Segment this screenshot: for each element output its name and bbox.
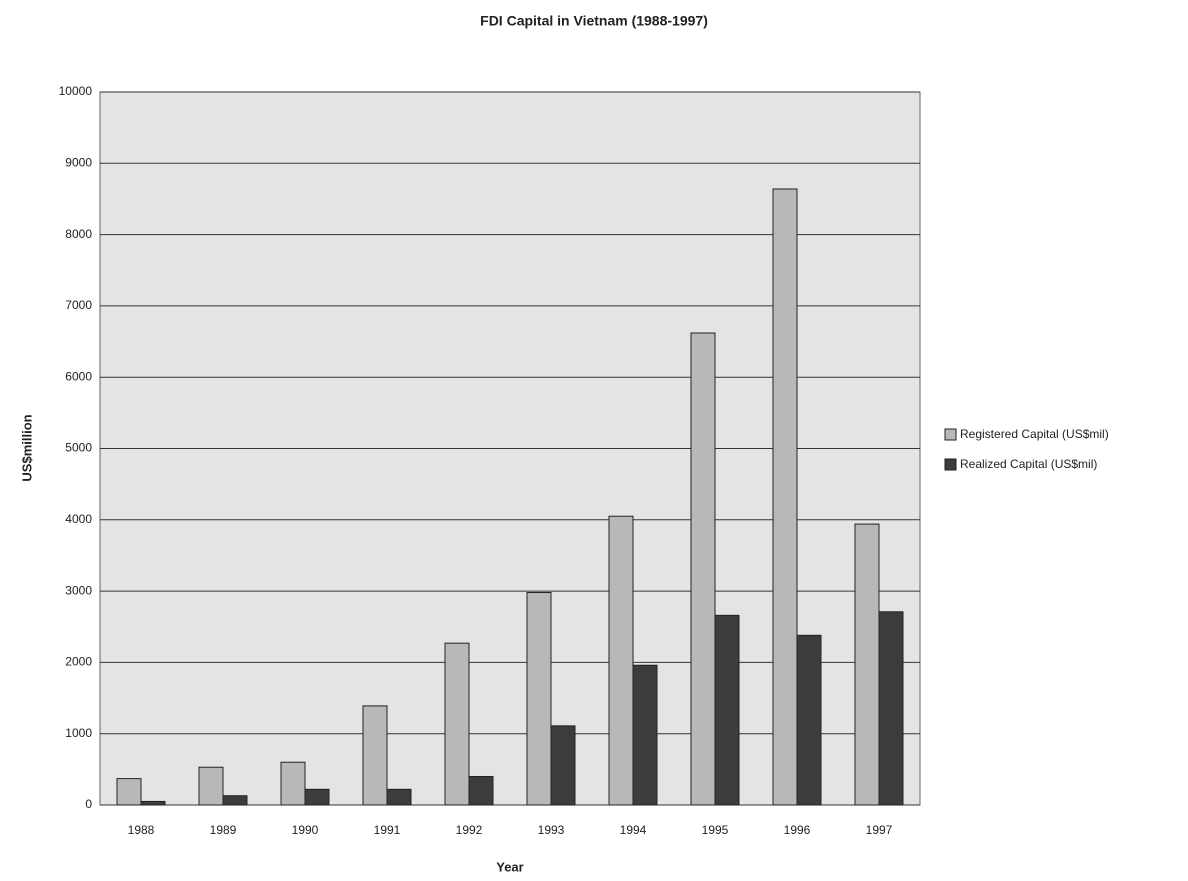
bar <box>362 705 388 806</box>
y-tick-label: 9000 <box>65 155 92 169</box>
bar <box>280 761 306 806</box>
y-tick-label: 3000 <box>65 583 92 597</box>
x-tick-label: 1992 <box>456 823 483 837</box>
bar <box>878 611 904 806</box>
legend-swatch <box>944 458 957 471</box>
bar <box>526 592 552 806</box>
bar <box>444 642 470 806</box>
x-tick-label: 1995 <box>702 823 729 837</box>
y-axis-title: US$million <box>19 414 34 481</box>
x-tick-label: 1996 <box>784 823 811 837</box>
x-tick-label: 1994 <box>620 823 647 837</box>
bar <box>796 634 822 806</box>
chart-title: FDI Capital in Vietnam (1988-1997) <box>480 13 708 29</box>
y-tick-label: 2000 <box>65 655 92 669</box>
x-tick-label: 1991 <box>374 823 401 837</box>
legend-swatch <box>944 428 957 441</box>
x-tick-label: 1997 <box>866 823 893 837</box>
y-tick-label: 10000 <box>59 84 93 98</box>
legend-box <box>940 419 1177 483</box>
y-tick-label: 1000 <box>65 726 92 740</box>
y-tick-label: 5000 <box>65 441 92 455</box>
bar <box>140 800 166 806</box>
bar <box>714 614 740 806</box>
bar <box>608 515 634 806</box>
x-tick-label: 1990 <box>292 823 319 837</box>
bar <box>116 778 142 806</box>
y-tick-label: 8000 <box>65 227 92 241</box>
legend-label: Registered Capital (US$mil) <box>960 427 1109 441</box>
y-tick-label: 6000 <box>65 369 92 383</box>
bar <box>468 775 494 806</box>
bar <box>550 725 576 806</box>
y-tick-label: 7000 <box>65 298 92 312</box>
bar <box>304 788 330 806</box>
legend-label: Realized Capital (US$mil) <box>960 457 1097 471</box>
bar <box>632 664 658 806</box>
bar <box>854 523 880 806</box>
x-axis-title: Year <box>496 859 523 874</box>
y-tick-label: 0 <box>85 797 92 811</box>
x-tick-label: 1989 <box>210 823 237 837</box>
x-tick-label: 1988 <box>128 823 155 837</box>
bar <box>386 788 412 806</box>
bar <box>772 188 798 806</box>
bar <box>222 795 248 806</box>
x-tick-label: 1993 <box>538 823 565 837</box>
y-tick-label: 4000 <box>65 512 92 526</box>
bar <box>690 332 716 806</box>
bar <box>198 766 224 806</box>
